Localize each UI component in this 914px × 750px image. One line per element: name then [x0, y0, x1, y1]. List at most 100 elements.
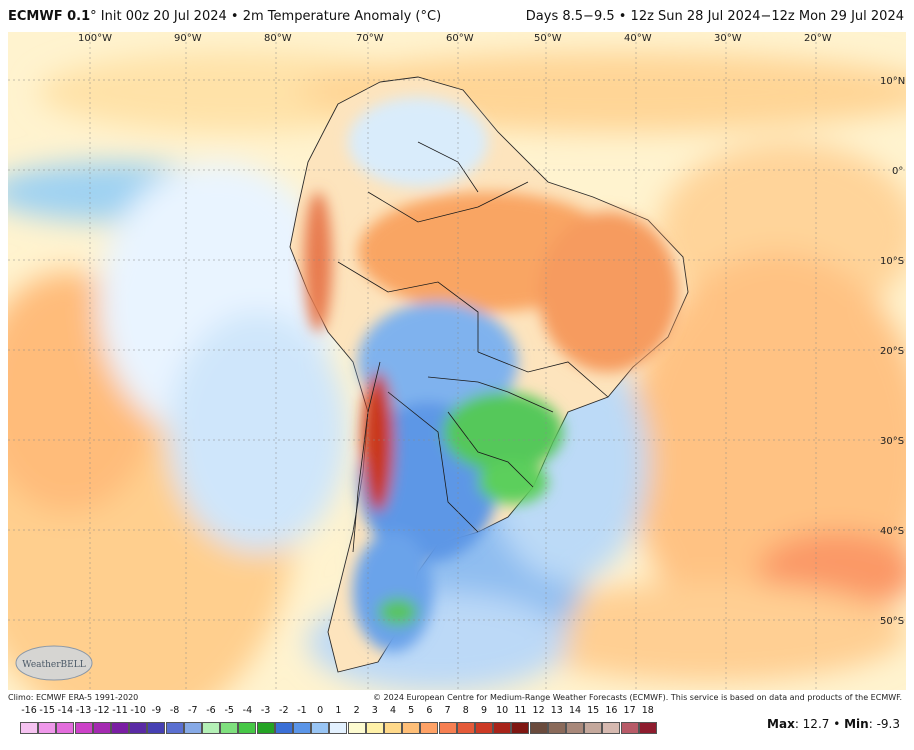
scale-tick-label: 1 [335, 705, 342, 716]
scale-tick-label: -12 [94, 705, 110, 716]
lat-label: 20°S [880, 346, 904, 357]
lon-label: 100°W [78, 33, 112, 44]
scale-tick-label: 3 [371, 705, 378, 716]
copyright-note: © 2024 European Centre for Medium-Range … [373, 693, 902, 702]
scale-swatch [547, 722, 566, 734]
scale-tick-label: -1 [297, 705, 307, 716]
scale-swatch [420, 722, 439, 734]
model-name: ECMWF 0.1 [8, 9, 91, 24]
anomaly-map: 100°W 90°W 80°W 70°W 60°W 50°W 40°W 30°W… [8, 32, 906, 690]
lon-label: 40°W [624, 33, 652, 44]
scale-tick-label: 12 [532, 705, 545, 716]
lon-label: 90°W [174, 33, 202, 44]
scale-tick-label: 9 [480, 705, 488, 716]
scale-tick-label: 8 [462, 705, 469, 716]
scale-tick-label: 11 [514, 705, 527, 716]
scale-swatch [256, 722, 275, 734]
scale-tick-label: 0 [317, 705, 324, 716]
scale-swatch [165, 722, 184, 734]
weatherbell-logo: WeatherBELL [15, 645, 93, 681]
scale-swatch [38, 722, 57, 734]
valid-time: Days 8.5−9.5 • 12z Sun 28 Jul 2024−12z M… [525, 9, 904, 24]
scale-tick-label: -4 [242, 705, 253, 716]
map-title: ECMWF 0.1° Init 00z 20 Jul 2024 • 2m Tem… [8, 9, 441, 24]
lat-label: 40°S [880, 526, 904, 537]
svg-text:WeatherBELL: WeatherBELL [22, 660, 85, 670]
scale-swatch [384, 722, 402, 734]
color-scale-legend: -16 -15 -14 -13 -12 -11 -10 -9 -8 -7 -6 -5 -4 -3 -2 -1 0… [20, 705, 660, 749]
min-label: Min [844, 717, 869, 731]
degree-symbol: ° [90, 9, 97, 24]
scale-swatch [620, 722, 639, 734]
field-name: 2m Temperature Anomaly (°C) [242, 9, 442, 24]
scale-swatch [20, 722, 38, 734]
scale-tick-label: 17 [623, 705, 636, 716]
longitude-labels: 100°W 90°W 80°W 70°W 60°W 50°W 40°W 30°W… [78, 33, 832, 44]
init-time: Init 00z 20 Jul 2024 [100, 9, 227, 24]
scale-tick-label: 5 [408, 705, 415, 716]
scale-swatch [147, 722, 166, 734]
max-min-readout: Max: 12.7 • Min: -9.3 [767, 717, 900, 731]
scale-swatch [438, 722, 457, 734]
lat-label: 10°S [880, 256, 904, 267]
scale-tick-label: -10 [130, 705, 146, 716]
scale-swatch [402, 722, 421, 734]
scale-swatch [220, 722, 239, 734]
header-bar: ECMWF 0.1° Init 00z 20 Jul 2024 • 2m Tem… [0, 0, 914, 32]
scale-swatch [347, 722, 366, 734]
scale-swatch [111, 722, 129, 734]
scale-tick-label: -8 [169, 705, 180, 716]
scale-tick-label: 6 [426, 705, 433, 716]
lat-label: 50°S [880, 616, 904, 627]
scale-swatch [365, 722, 384, 734]
scale-swatch [638, 722, 657, 734]
lon-label: 80°W [264, 33, 292, 44]
scale-swatch [311, 722, 330, 734]
scale-tick-label: -7 [188, 705, 198, 716]
scale-swatch [274, 722, 293, 734]
scale-tick-label: 14 [568, 705, 582, 716]
scale-swatch [602, 722, 621, 734]
max-label: Max [767, 717, 795, 731]
land-anomaly-shading [304, 97, 678, 652]
lat-label: 0° [892, 166, 903, 177]
scale-tick-label: -14 [57, 705, 74, 716]
scale-swatch [202, 722, 220, 734]
country-borders [337, 141, 609, 553]
scale-swatch [456, 722, 475, 734]
scale-tick-label: -11 [112, 705, 128, 716]
scale-tick-label: -9 [151, 705, 162, 716]
scale-tick-label: -3 [260, 705, 271, 716]
scale-swatch [238, 722, 257, 734]
scale-swatch [584, 722, 603, 734]
scale-tick-label: 16 [605, 705, 618, 716]
scale-swatch [183, 722, 202, 734]
scale-tick-label: -15 [39, 705, 55, 716]
scale-tick-label: -2 [279, 705, 289, 716]
scale-tick-label: 13 [550, 705, 563, 716]
scale-swatch [129, 722, 148, 734]
lon-label: 60°W [446, 33, 474, 44]
scale-tick-label: 2 [353, 705, 360, 716]
min-value: -9.3 [876, 717, 900, 731]
scale-tick-label: -13 [75, 705, 92, 716]
scale-tick-label: 4 [389, 705, 397, 716]
scale-tick-label: 15 [587, 705, 600, 716]
scale-swatch [74, 722, 93, 734]
lat-label: 30°S [880, 436, 904, 447]
scale-swatch [566, 722, 584, 734]
map-canvas: 100°W 90°W 80°W 70°W 60°W 50°W 40°W 30°W… [8, 32, 906, 690]
scale-tick-label: -5 [224, 705, 234, 716]
scale-tick-label: -16 [21, 705, 37, 716]
scale-tick-label: 18 [641, 705, 654, 716]
latitude-labels: 10°N 0° 10°S 20°S 30°S 40°S 50°S [880, 76, 905, 627]
lon-label: 20°W [804, 33, 832, 44]
scale-swatch [493, 722, 512, 734]
scale-swatch [293, 722, 311, 734]
lon-label: 70°W [356, 33, 384, 44]
scale-tick-label: -6 [206, 705, 216, 716]
climo-note: Climo: ECMWF ERA-5 1991-2020 [8, 693, 139, 702]
scale-tick-label: 10 [496, 705, 509, 716]
lon-label: 30°W [714, 33, 742, 44]
scale-swatch [529, 722, 548, 734]
